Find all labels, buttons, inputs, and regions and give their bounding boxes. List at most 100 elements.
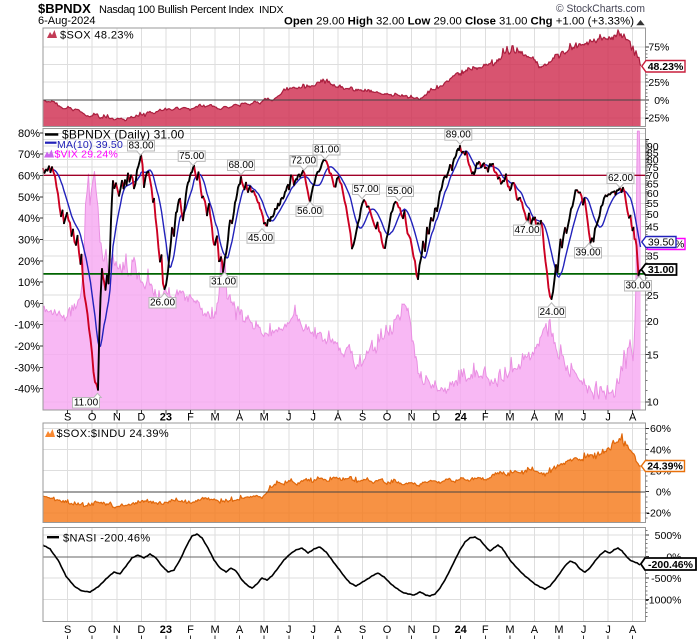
- svg-text:INDX: INDX: [259, 4, 283, 16]
- svg-text:24.39%: 24.39%: [647, 460, 683, 472]
- svg-text:0%: 0%: [24, 298, 40, 310]
- svg-text:A: A: [334, 624, 342, 636]
- svg-text:-200.46%: -200.46%: [648, 559, 694, 571]
- svg-text:11.00: 11.00: [74, 398, 99, 409]
- svg-text:N: N: [408, 624, 416, 636]
- svg-text:J: J: [581, 624, 587, 636]
- svg-text:47.00: 47.00: [514, 225, 539, 236]
- svg-text:D: D: [432, 624, 440, 636]
- svg-text:A: A: [236, 624, 244, 636]
- svg-text:S: S: [359, 412, 366, 424]
- svg-text:39.50: 39.50: [648, 236, 674, 248]
- svg-text:500%: 500%: [655, 530, 682, 542]
- svg-text:D: D: [137, 412, 145, 424]
- svg-text:F: F: [482, 624, 489, 636]
- svg-text:60: 60: [647, 188, 659, 200]
- svg-text:MA(10) 39.50: MA(10) 39.50: [57, 139, 123, 151]
- svg-text:F: F: [187, 624, 194, 636]
- svg-text:D: D: [137, 624, 145, 636]
- svg-text:M: M: [260, 412, 269, 424]
- svg-text:50%: 50%: [18, 192, 40, 204]
- svg-text:J: J: [311, 412, 317, 424]
- svg-text:M: M: [554, 624, 563, 636]
- svg-text:J: J: [581, 412, 587, 424]
- svg-text:M: M: [211, 412, 220, 424]
- svg-text:N: N: [113, 624, 121, 636]
- svg-text:75.00: 75.00: [179, 151, 204, 162]
- svg-text:$SOX 48.23%: $SOX 48.23%: [60, 30, 134, 42]
- svg-text:6-Aug-2024: 6-Aug-2024: [38, 15, 96, 27]
- svg-text:65: 65: [647, 179, 659, 191]
- svg-text:26.00: 26.00: [150, 298, 175, 309]
- svg-text:15: 15: [647, 349, 659, 361]
- svg-text:31.00: 31.00: [211, 277, 236, 288]
- svg-text:48.23%: 48.23%: [648, 61, 684, 73]
- svg-text:S: S: [359, 624, 366, 636]
- svg-text:40%: 40%: [650, 444, 671, 456]
- svg-text:23: 23: [160, 412, 172, 424]
- svg-text:75%: 75%: [648, 42, 669, 54]
- svg-text:81.00: 81.00: [314, 145, 339, 156]
- svg-text:55: 55: [647, 198, 659, 210]
- svg-text:$VIX 29.24%: $VIX 29.24%: [55, 149, 119, 161]
- svg-text:M: M: [211, 624, 220, 636]
- svg-text:O: O: [383, 624, 392, 636]
- svg-text:80: 80: [647, 155, 659, 167]
- svg-text:M: M: [505, 624, 514, 636]
- svg-text:© StockCharts.com: © StockCharts.com: [556, 3, 645, 15]
- svg-text:60%: 60%: [18, 171, 40, 183]
- svg-text:Open 29.00 High 32.00 Low 29.0: Open 29.00 High 32.00 Low 29.00 Close 31…: [284, 15, 634, 27]
- svg-text:25: 25: [647, 290, 659, 302]
- svg-text:85: 85: [647, 148, 659, 160]
- svg-text:A: A: [236, 412, 244, 424]
- svg-text:M: M: [554, 412, 563, 424]
- svg-text:80%: 80%: [18, 128, 40, 140]
- svg-text:M: M: [260, 624, 269, 636]
- svg-text:60%: 60%: [650, 423, 671, 435]
- svg-text:A: A: [531, 412, 539, 424]
- svg-text:-10%: -10%: [14, 320, 40, 332]
- svg-text:35: 35: [647, 251, 659, 263]
- svg-text:-30%: -30%: [14, 362, 40, 374]
- svg-text:40%: 40%: [18, 213, 40, 225]
- svg-text:39.00: 39.00: [575, 248, 600, 259]
- svg-text:72.00: 72.00: [291, 156, 316, 167]
- svg-text:-25%: -25%: [645, 113, 670, 125]
- svg-text:75: 75: [647, 162, 659, 174]
- svg-text:20: 20: [647, 316, 659, 328]
- svg-text:45: 45: [647, 222, 659, 234]
- svg-text:O: O: [383, 412, 392, 424]
- svg-text:83.00: 83.00: [128, 141, 153, 152]
- svg-text:S: S: [64, 624, 71, 636]
- svg-text:M: M: [505, 412, 514, 424]
- svg-text:F: F: [482, 412, 489, 424]
- svg-text:50: 50: [647, 209, 659, 221]
- svg-text:57.00: 57.00: [353, 184, 378, 195]
- svg-text:56.00: 56.00: [297, 206, 322, 217]
- svg-text:0%: 0%: [654, 95, 669, 107]
- svg-text:F: F: [187, 412, 194, 424]
- svg-text:Nasdaq 100 Bullish Percent Ind: Nasdaq 100 Bullish Percent Index: [99, 4, 254, 16]
- svg-text:$SOX:$INDU 24.39%: $SOX:$INDU 24.39%: [57, 428, 170, 440]
- svg-text:0%: 0%: [656, 487, 671, 499]
- svg-text:55.00: 55.00: [387, 186, 412, 197]
- svg-text:45.00: 45.00: [248, 233, 273, 244]
- svg-text:N: N: [113, 412, 121, 424]
- svg-text:A: A: [629, 412, 637, 424]
- svg-text:23: 23: [160, 624, 172, 636]
- svg-text:S: S: [64, 412, 71, 424]
- svg-text:70: 70: [647, 170, 659, 182]
- svg-text:90: 90: [647, 141, 659, 153]
- svg-text:89.00: 89.00: [446, 130, 471, 141]
- svg-text:70%: 70%: [18, 149, 40, 161]
- svg-text:24: 24: [455, 412, 468, 424]
- svg-text:J: J: [286, 412, 292, 424]
- svg-text:O: O: [88, 412, 97, 424]
- svg-text:-20%: -20%: [14, 341, 40, 353]
- svg-text:30.00: 30.00: [625, 281, 650, 292]
- svg-text:-1000%: -1000%: [645, 594, 681, 606]
- svg-text:$NASI -200.46%: $NASI -200.46%: [63, 533, 151, 545]
- svg-text:D: D: [432, 412, 440, 424]
- svg-text:J: J: [605, 412, 611, 424]
- svg-text:N: N: [408, 412, 416, 424]
